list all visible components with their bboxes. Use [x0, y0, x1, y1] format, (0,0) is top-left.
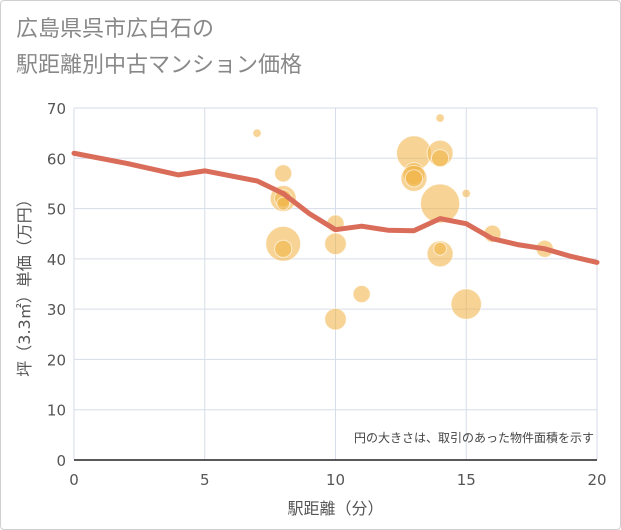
title-line-2: 駅距離別中古マンション価格 — [16, 53, 303, 78]
data-bubble — [450, 288, 482, 320]
x-axis-label: 駅距離（分） — [287, 499, 383, 518]
y-tick-label: 0 — [56, 452, 66, 470]
x-tick-label: 0 — [69, 471, 79, 489]
title-line-1: 広島県呉市広白石の — [16, 17, 215, 42]
chart-title: 広島県呉市広白石の 駅距離別中古マンション価格 — [16, 12, 302, 84]
data-bubble — [433, 241, 448, 256]
data-bubble — [420, 183, 461, 224]
grid-lines — [73, 107, 598, 461]
data-bubble — [276, 196, 291, 211]
trend-line — [71, 150, 600, 265]
data-bubble — [274, 239, 293, 258]
y-tick-label: 30 — [47, 301, 66, 319]
y-tick-label: 70 — [47, 100, 66, 118]
x-tick-label: 15 — [457, 471, 476, 489]
data-bubble — [352, 284, 371, 304]
data-bubble — [324, 307, 347, 331]
y-tick-label: 60 — [47, 150, 66, 168]
x-tick-label: 20 — [587, 471, 606, 489]
data-bubble — [435, 113, 445, 123]
y-axis-label: 坪（3.3㎡）単価（万円） — [15, 191, 34, 376]
y-tick-label: 10 — [47, 402, 66, 420]
x-tick-label: 5 — [200, 471, 210, 489]
bubble-layer — [252, 113, 554, 331]
y-tick-label: 50 — [47, 201, 66, 219]
data-bubble — [431, 149, 450, 168]
data-bubble — [274, 164, 293, 183]
y-tick-label: 20 — [47, 351, 66, 369]
y-tick-label: 40 — [47, 251, 66, 269]
data-bubble — [324, 232, 347, 256]
data-bubble — [252, 128, 262, 138]
tick-labels: 0 10 20 30 40 50 60 70 0 5 10 15 20 — [47, 100, 607, 489]
data-bubble — [404, 169, 424, 188]
size-note: 円の大きさは、取引のあった物件面積を示す — [354, 430, 594, 445]
data-bubble — [461, 188, 471, 199]
x-tick-label: 10 — [326, 471, 345, 489]
